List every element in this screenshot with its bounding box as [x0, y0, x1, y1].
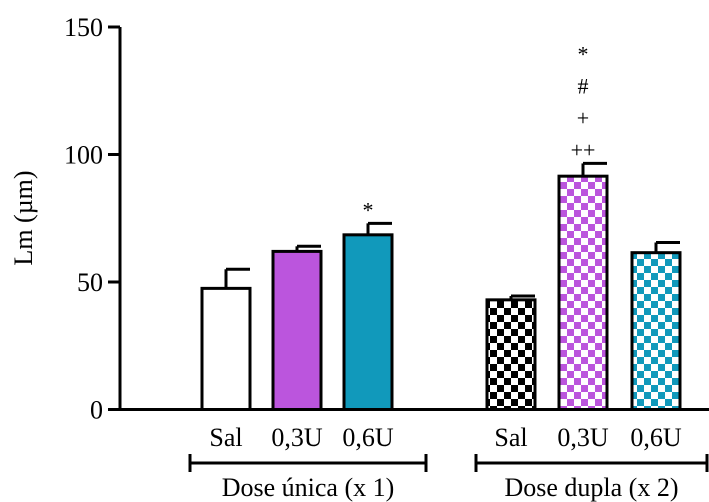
bar-group: *#+++ [557, 41, 609, 411]
bar [485, 298, 537, 412]
y-axis: 0 50 100 150 [64, 13, 122, 425]
bar [200, 286, 252, 411]
category-label: Sal [209, 423, 242, 452]
bar [271, 249, 323, 411]
significance-marker: ++ [571, 137, 596, 162]
bar [342, 233, 394, 411]
significance-marker: + [577, 105, 589, 130]
category-label: 0,6U [630, 423, 682, 452]
category-label: 0,3U [271, 423, 323, 452]
y-tick-label: 50 [77, 268, 103, 297]
y-tick-label: 0 [90, 396, 103, 425]
bar-group [200, 267, 252, 411]
bar-group [485, 294, 537, 412]
bar-group: * [342, 197, 394, 411]
group-bracket: Dose única (x 1) [188, 454, 428, 502]
significance-marker: * [578, 41, 589, 66]
bar-group [630, 240, 682, 411]
category-label: 0,6U [342, 423, 394, 452]
bar-group [271, 244, 323, 411]
category-label: 0,3U [557, 423, 609, 452]
significance-marker: * [363, 197, 374, 222]
bar [630, 251, 682, 411]
group-label: Dose única (x 1) [222, 473, 395, 502]
group-label: Dose dupla (x 2) [504, 473, 678, 502]
y-tick-label: 100 [64, 141, 103, 170]
y-tick-label: 150 [64, 13, 103, 42]
y-axis-label: Lm (µm) [9, 170, 38, 265]
significance-marker: # [578, 73, 589, 98]
group-bracket: Dose dupla (x 2) [474, 454, 709, 502]
bar [557, 174, 609, 411]
category-label: Sal [494, 423, 527, 452]
